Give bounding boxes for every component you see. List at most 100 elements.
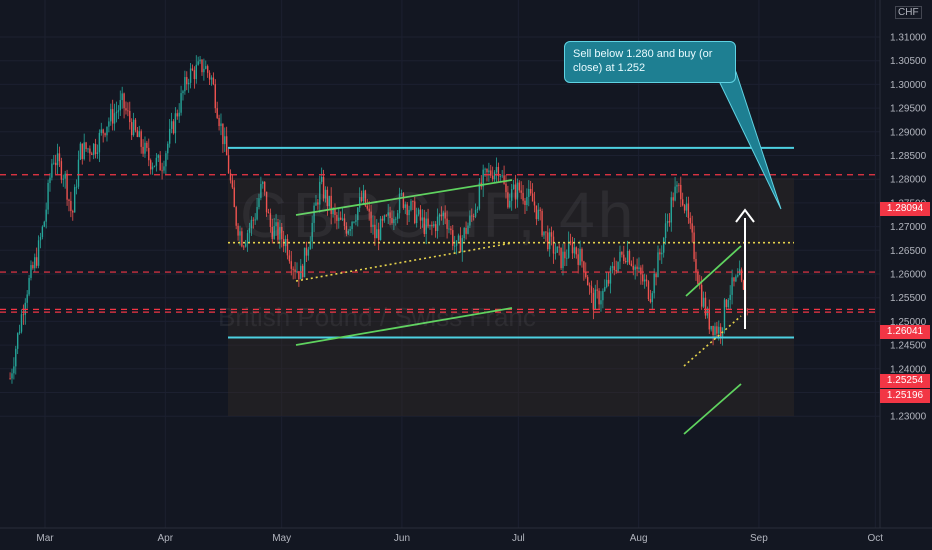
candle-body bbox=[243, 246, 245, 248]
candle-body bbox=[472, 216, 475, 218]
time-tick-label: Mar bbox=[36, 533, 54, 544]
candle-body bbox=[34, 257, 36, 269]
candle-body bbox=[292, 268, 294, 270]
candle-body bbox=[186, 77, 188, 85]
candle-body bbox=[195, 64, 197, 80]
candle-body bbox=[146, 142, 148, 148]
wedge-lower-line[interactable] bbox=[683, 383, 742, 435]
candle-body bbox=[83, 142, 85, 159]
candle-body bbox=[309, 241, 311, 250]
candle-body bbox=[296, 271, 298, 273]
channel-mid-trendline[interactable] bbox=[295, 242, 513, 282]
candle-body bbox=[193, 70, 196, 80]
candle-body bbox=[421, 217, 424, 221]
watermark-title: GBPCHF, 4h bbox=[240, 179, 637, 251]
candle-body bbox=[79, 143, 82, 160]
candle-body bbox=[569, 241, 572, 243]
candle-body bbox=[518, 182, 520, 191]
candle-body bbox=[737, 275, 739, 277]
candle-body bbox=[28, 277, 30, 295]
candle-body bbox=[294, 269, 296, 273]
candle-body bbox=[410, 201, 412, 210]
channel-upper-trendline[interactable] bbox=[295, 179, 513, 216]
candle-body bbox=[62, 178, 64, 180]
candle-body bbox=[478, 182, 481, 209]
candle-body bbox=[609, 267, 612, 284]
candle-body bbox=[398, 193, 401, 214]
candle-body bbox=[491, 175, 494, 180]
candle-body bbox=[210, 77, 213, 80]
candle-body bbox=[353, 221, 355, 223]
candle-body bbox=[231, 180, 234, 188]
channel-lower-trendline[interactable] bbox=[295, 307, 513, 346]
price-levels bbox=[0, 146, 880, 339]
candle-body bbox=[317, 202, 319, 205]
candle-body bbox=[415, 214, 418, 224]
candle-body bbox=[562, 251, 564, 269]
candle-body bbox=[381, 218, 384, 221]
candle-body bbox=[670, 197, 672, 223]
price-tag[interactable]: 1.26041 bbox=[880, 325, 930, 339]
currency-label[interactable]: CHF bbox=[895, 6, 922, 19]
candle-body bbox=[49, 177, 51, 183]
candle-body bbox=[662, 238, 665, 253]
candle-body bbox=[47, 182, 49, 210]
candle-body bbox=[708, 308, 710, 330]
price-tag[interactable]: 1.25254 bbox=[880, 374, 930, 388]
candle-body bbox=[436, 216, 439, 232]
price-tick-label: 1.27000 bbox=[890, 222, 927, 233]
wedge-upper-line[interactable] bbox=[685, 245, 742, 297]
candle-body bbox=[174, 113, 177, 134]
price-tag[interactable]: 1.28094 bbox=[880, 202, 930, 216]
candle-body bbox=[201, 59, 203, 73]
candle-body bbox=[22, 314, 25, 316]
candle-body bbox=[364, 190, 367, 206]
candle-body bbox=[486, 168, 488, 173]
candle-body bbox=[619, 251, 621, 262]
candle-body bbox=[220, 123, 222, 127]
candle-body bbox=[149, 160, 152, 170]
candle-body bbox=[453, 245, 456, 247]
candle-body bbox=[683, 205, 686, 211]
price-tick-label: 1.31000 bbox=[890, 33, 927, 44]
candle-body bbox=[72, 211, 74, 213]
candle-body bbox=[566, 257, 568, 259]
candle-body bbox=[621, 251, 623, 255]
candle-body bbox=[357, 207, 359, 221]
candle-body bbox=[733, 277, 735, 282]
candle-body bbox=[687, 203, 690, 218]
candle-body bbox=[617, 261, 619, 272]
range-box bbox=[228, 178, 794, 416]
candle-body bbox=[153, 165, 156, 167]
candle-body bbox=[303, 247, 306, 278]
price-tick-label: 1.30000 bbox=[890, 80, 927, 91]
time-tick-label: Sep bbox=[750, 533, 768, 544]
candle-body bbox=[672, 197, 674, 201]
candle-body bbox=[73, 187, 76, 213]
price-tag[interactable]: 1.25196 bbox=[880, 389, 930, 403]
candle-body bbox=[347, 230, 349, 234]
candle-body bbox=[624, 261, 627, 263]
time-axis[interactable]: Mar Apr May Jun Jul Aug Sep Oct bbox=[36, 533, 883, 544]
candle-body bbox=[531, 193, 534, 202]
candle-body bbox=[742, 280, 745, 290]
candle-body bbox=[326, 189, 329, 207]
candle-body bbox=[218, 117, 220, 127]
candle-body bbox=[440, 214, 443, 217]
candle-body bbox=[229, 173, 232, 181]
annotation-callout[interactable]: Sell below 1.280 and buy (or close) at 1… bbox=[564, 41, 736, 83]
candle-body bbox=[161, 170, 163, 172]
candle-body bbox=[64, 173, 66, 179]
candle-body bbox=[108, 121, 110, 127]
candle-body bbox=[214, 84, 216, 109]
candle-body bbox=[273, 226, 275, 239]
candle-body bbox=[467, 225, 469, 234]
candle-body bbox=[121, 93, 123, 101]
candle-body bbox=[537, 209, 539, 220]
candle-body bbox=[110, 109, 112, 122]
candle-body bbox=[262, 181, 264, 184]
candle-body bbox=[246, 233, 249, 244]
candle-body bbox=[332, 209, 334, 215]
candle-body bbox=[710, 325, 712, 330]
